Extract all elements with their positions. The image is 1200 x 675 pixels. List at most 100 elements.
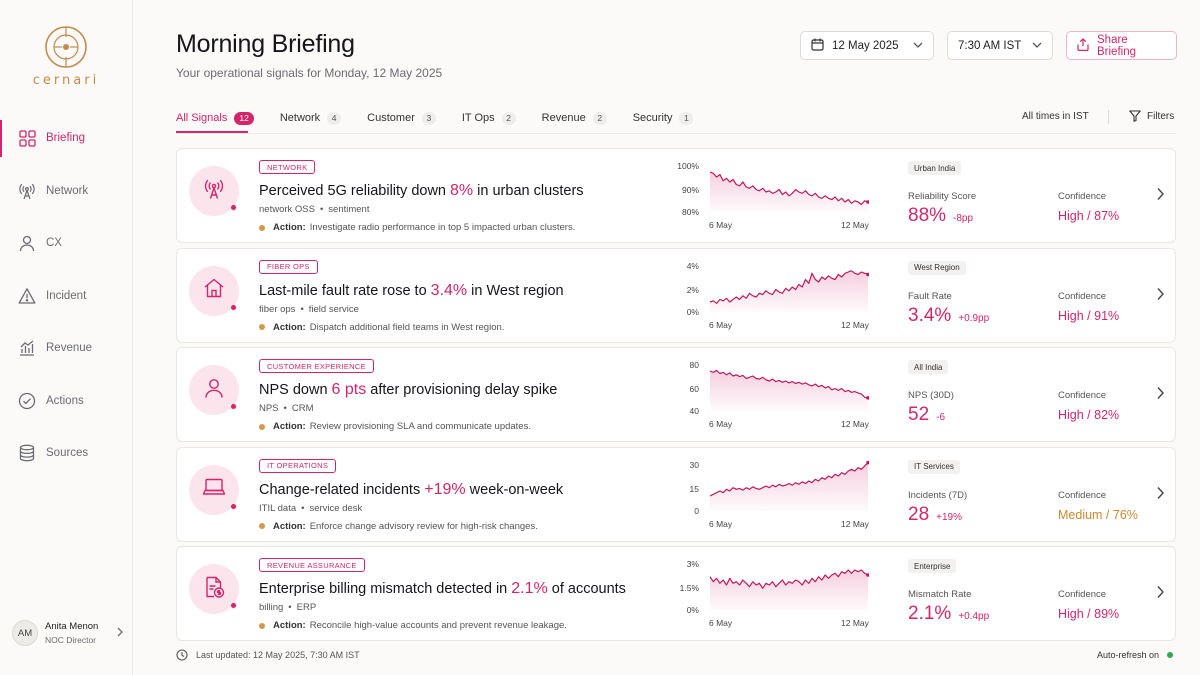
metric-value: 52 bbox=[908, 404, 930, 425]
signal-card-revenue-assurance[interactable]: Revenue Assurance Enterprise billing mis… bbox=[176, 546, 1176, 641]
chevron-right-icon[interactable] bbox=[1156, 287, 1165, 306]
source-label: NPS bbox=[259, 403, 279, 414]
x-tick-label: 12 May bbox=[841, 419, 869, 429]
action-bullet-icon bbox=[259, 523, 265, 529]
sidebar-item-sources[interactable]: Sources bbox=[0, 427, 133, 480]
y-tick-label: 1.5% bbox=[679, 583, 699, 593]
source-label: fiber ops bbox=[259, 303, 296, 315]
action-label: Action: bbox=[273, 222, 306, 233]
signal-sources: fiber ops • field service bbox=[259, 304, 359, 315]
sidebar-item-label: Sources bbox=[46, 447, 89, 460]
tab-it-ops[interactable]: IT Ops 2 bbox=[462, 111, 516, 125]
y-tick-label: 30 bbox=[689, 459, 699, 470]
date-picker[interactable]: 12 May 2025 bbox=[800, 31, 934, 60]
sidebar-item-label: CX bbox=[46, 237, 62, 250]
y-tick-label: 80 bbox=[689, 360, 699, 370]
metric-value-group: 3.4% +0.9pp bbox=[908, 305, 989, 327]
chevron-right-icon[interactable] bbox=[1156, 187, 1165, 206]
house-icon bbox=[203, 277, 225, 304]
invoice-icon bbox=[203, 576, 225, 603]
action-bullet-icon bbox=[259, 224, 265, 231]
logo-mark-icon bbox=[45, 26, 87, 68]
confidence-value: Medium / 76% bbox=[1058, 507, 1138, 522]
y-tick-label: 100% bbox=[677, 161, 699, 171]
database-icon bbox=[18, 444, 36, 462]
chevron-right-icon[interactable] bbox=[1156, 486, 1165, 505]
share-briefing-button[interactable]: Share Briefing bbox=[1066, 31, 1177, 60]
sidebar-item-briefing[interactable]: Briefing bbox=[0, 112, 133, 165]
tab-count-badge: 1 bbox=[679, 111, 694, 125]
separator-dot: • bbox=[300, 303, 304, 315]
warning-icon bbox=[18, 287, 36, 305]
y-tick-label: 4% bbox=[686, 260, 699, 271]
y-tick-label: 40 bbox=[689, 406, 699, 416]
metric-delta: -8pp bbox=[953, 213, 974, 224]
separator-dot: • bbox=[319, 204, 324, 215]
status-dot bbox=[230, 204, 237, 211]
logo[interactable]: cernari bbox=[30, 24, 102, 88]
sidebar-item-label: Network bbox=[46, 184, 89, 197]
headline-text: in West region bbox=[467, 282, 564, 299]
chevron-right-icon[interactable] bbox=[1156, 386, 1165, 405]
headline-text: NPS down bbox=[259, 382, 332, 398]
metric-value-group: 52 -6 bbox=[908, 404, 945, 426]
sidebar-item-actions[interactable]: Actions bbox=[0, 375, 133, 428]
signal-card-customer-experience[interactable]: Customer Experience NPS down 6 pts after… bbox=[176, 347, 1176, 442]
tab-count-badge: 3 bbox=[421, 111, 436, 125]
filters-button[interactable]: Filters bbox=[1129, 110, 1174, 122]
clock-icon bbox=[176, 649, 188, 661]
signal-sources: ITIL data • service desk bbox=[259, 503, 362, 514]
headline-text: Last-mile fault rate rose to bbox=[259, 282, 431, 299]
x-tick-label: 12 May bbox=[841, 319, 869, 330]
auto-refresh-status[interactable]: Auto-refresh on bbox=[1097, 650, 1174, 660]
signal-headline: Perceived 5G reliability down 8% in urba… bbox=[259, 182, 584, 200]
sparkline bbox=[709, 171, 869, 212]
sidebar-item-network[interactable]: Network bbox=[0, 165, 133, 218]
tab-security[interactable]: Security 1 bbox=[633, 111, 694, 125]
source-label: field service bbox=[308, 303, 359, 315]
tab-label: Customer bbox=[367, 112, 415, 124]
signal-headline: Change-related incidents +19% week-on-we… bbox=[259, 481, 563, 499]
status-dot bbox=[230, 602, 237, 609]
confidence-label: Confidence bbox=[1058, 589, 1107, 600]
user-name: Anita Menon bbox=[45, 621, 99, 632]
chevron-right-icon[interactable] bbox=[1156, 585, 1165, 604]
confidence-value: High / 82% bbox=[1058, 408, 1120, 422]
tab-count-badge: 12 bbox=[234, 111, 254, 125]
x-tick-label: 6 May bbox=[709, 518, 733, 529]
action-text: Dispatch additional field teams in West … bbox=[309, 321, 505, 333]
recommended-action: Action: Dispatch additional field teams i… bbox=[259, 322, 504, 333]
metric-label: NPS (30D) bbox=[908, 390, 954, 401]
region-badge: IT Services bbox=[908, 459, 960, 474]
tab-network[interactable]: Network 4 bbox=[280, 111, 342, 125]
signal-sources: NPS • CRM bbox=[259, 403, 314, 414]
recommended-action: Action: Investigate radio performance in … bbox=[259, 222, 575, 233]
headline-text: of accounts bbox=[547, 581, 626, 597]
tab-revenue[interactable]: Revenue 2 bbox=[542, 111, 607, 125]
status-dot bbox=[230, 303, 237, 311]
metric-value-group: 28 +19% bbox=[908, 504, 962, 526]
logo-wordmark: cernari bbox=[32, 73, 100, 88]
category-tag: Revenue Assurance bbox=[259, 558, 365, 572]
signal-headline: NPS down 6 pts after provisioning delay … bbox=[259, 381, 557, 399]
source-label: service desk bbox=[309, 502, 363, 514]
metric-value-group: 2.1% +0.4pp bbox=[908, 603, 989, 625]
time-picker[interactable]: 7:30 AM IST bbox=[947, 31, 1053, 60]
user-profile[interactable]: AM Anita Menon NOC Director bbox=[12, 620, 124, 646]
sidebar-item-incident[interactable]: Incident bbox=[0, 270, 133, 323]
signal-card-fiber-ops[interactable]: Fiber Ops Last-mile fault rate rose to 3… bbox=[176, 247, 1176, 343]
tab-all-signals[interactable]: All Signals 12 bbox=[176, 111, 254, 125]
x-tick-label: 6 May bbox=[709, 319, 733, 330]
metric-value: 28 bbox=[908, 503, 930, 525]
toolbar-divider bbox=[1108, 110, 1109, 124]
sidebar-item-cx[interactable]: CX bbox=[0, 217, 133, 270]
signal-card-it-operations[interactable]: IT Operations Change-related incidents +… bbox=[176, 446, 1176, 542]
signal-card-network[interactable]: Network Perceived 5G reliability down 8%… bbox=[176, 148, 1176, 243]
headline-highlight: 6 pts bbox=[331, 381, 367, 398]
sidebar-item-revenue[interactable]: Revenue bbox=[0, 322, 133, 375]
category-tag: Fiber Ops bbox=[259, 259, 318, 274]
region-badge: Urban India bbox=[908, 161, 962, 175]
metric-delta: +0.4pp bbox=[958, 611, 990, 622]
metric-delta: -6 bbox=[936, 412, 946, 423]
tab-customer[interactable]: Customer 3 bbox=[367, 111, 436, 125]
